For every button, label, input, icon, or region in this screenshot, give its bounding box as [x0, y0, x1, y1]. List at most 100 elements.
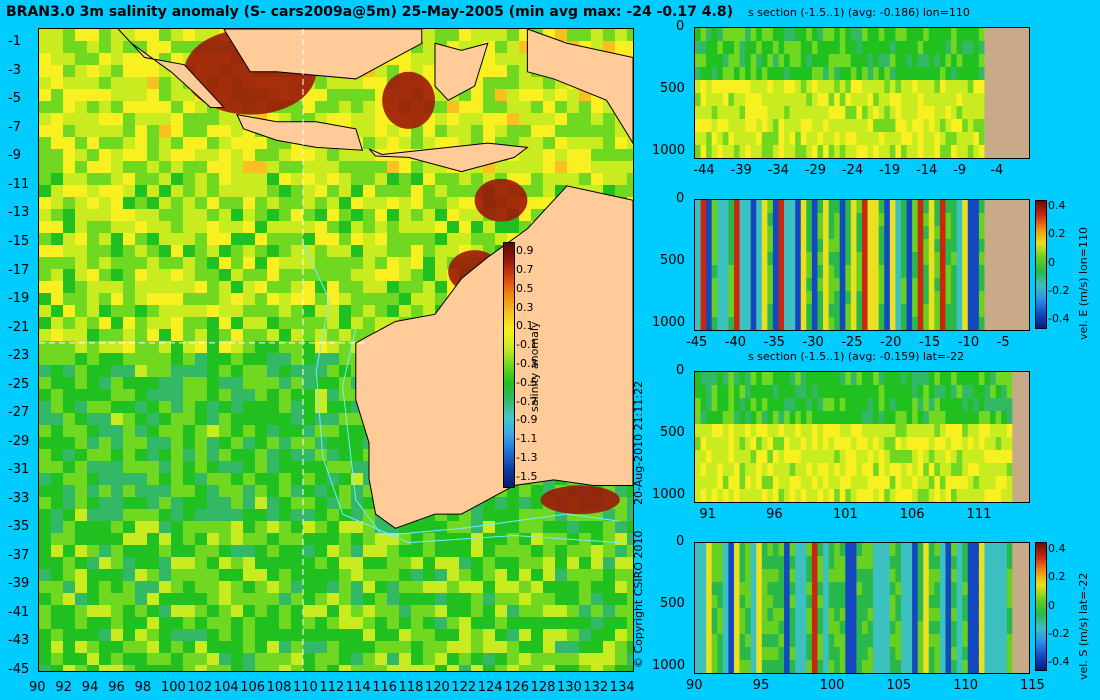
salinity-cell: [219, 197, 232, 210]
salinity-cell: [351, 641, 364, 654]
salinity-cell: [447, 185, 460, 198]
salinity-cell: [411, 245, 424, 258]
salinity-cell: [171, 617, 184, 630]
salinity-cell: [363, 641, 376, 654]
section-cell: [806, 385, 813, 399]
section-cell: [850, 621, 857, 635]
salinity-cell: [267, 617, 280, 630]
salinity-cell: [147, 257, 160, 270]
salinity-cell: [567, 629, 580, 642]
salinity-cell: [471, 581, 484, 594]
salinity-cell: [543, 185, 556, 198]
salinity-cell: [483, 653, 496, 666]
section-cell: [767, 106, 774, 120]
section-cell: [912, 278, 919, 292]
section-cell: [956, 372, 963, 386]
salinity-cell: [531, 185, 544, 198]
salinity-cell: [303, 593, 316, 606]
salinity-cell: [291, 221, 304, 234]
salinity-cell: [255, 269, 268, 282]
salinity-cell: [171, 377, 184, 390]
salinity-cell: [63, 413, 76, 426]
salinity-cell: [495, 77, 508, 90]
salinity-cell: [195, 545, 208, 558]
section-cell: [845, 489, 852, 502]
salinity-cell: [39, 89, 52, 102]
section-cell: [795, 569, 802, 583]
section-cell: [878, 106, 885, 120]
section-cell: [756, 252, 763, 266]
section-cell: [1001, 543, 1008, 557]
salinity-cell: [99, 221, 112, 234]
section-cell: [889, 556, 896, 570]
section-cell: [728, 489, 735, 502]
salinity-cell: [531, 629, 544, 642]
section-cell: [951, 385, 958, 399]
section-cell: [722, 398, 729, 412]
salinity-cell: [363, 221, 376, 234]
section-cell: [700, 608, 707, 622]
salinity-cell: [39, 485, 52, 498]
section-cell: [800, 145, 807, 158]
section-cell: [750, 317, 757, 330]
section-cell: [990, 476, 997, 490]
section-cell: [800, 252, 807, 266]
section-cell: [873, 411, 880, 425]
section-cell: [695, 54, 702, 68]
section-cell: [934, 489, 941, 502]
salinity-cell: [123, 185, 136, 198]
section-cell: [867, 41, 874, 55]
section-cell: [934, 411, 941, 425]
salinity-cell: [267, 365, 280, 378]
salinity-cell: [519, 629, 532, 642]
section-cell: [834, 608, 841, 622]
section-cell: [873, 424, 880, 438]
salinity-cell: [51, 605, 64, 618]
salinity-cell: [615, 521, 628, 534]
salinity-cell: [339, 185, 352, 198]
section-cell: [878, 239, 885, 253]
section-cell: [917, 54, 924, 68]
salinity-cell: [339, 605, 352, 618]
salinity-cell: [159, 29, 172, 42]
salinity-cell: [519, 149, 532, 162]
salinity-cell: [243, 593, 256, 606]
section-cell: [917, 424, 924, 438]
salinity-cell: [63, 509, 76, 522]
salinity-cell: [39, 29, 52, 42]
section-cell: [756, 398, 763, 412]
section-cell: [934, 239, 941, 253]
salinity-cell: [447, 101, 460, 114]
section-cell: [761, 476, 768, 490]
section-cell: [733, 80, 741, 94]
section-cell: [873, 437, 880, 451]
section-cell: [789, 595, 796, 609]
section-cell: [962, 239, 969, 253]
section-cell: [878, 411, 885, 425]
section-cell: [889, 145, 896, 158]
section-cell: [867, 385, 874, 399]
section-cell: [778, 252, 785, 266]
salinity-cell: [63, 557, 76, 570]
section-cell: [967, 67, 974, 81]
salinity-cell: [495, 161, 508, 174]
salinity-cell: [123, 221, 136, 234]
salinity-cell: [567, 521, 580, 534]
salinity-cell: [39, 617, 52, 630]
section-cell: [811, 569, 818, 583]
map-x-tick-label: 118: [398, 680, 424, 695]
section-cell: [750, 93, 757, 107]
salinity-cell: [471, 653, 484, 666]
salinity-cell: [495, 65, 508, 78]
section-cell: [895, 226, 902, 240]
salinity-cell: [399, 233, 412, 246]
salinity-cell: [159, 605, 172, 618]
salinity-cell: [399, 209, 412, 222]
section-cell: [711, 80, 718, 94]
section-cell: [784, 543, 791, 557]
section-cell: [839, 450, 846, 464]
section-cell: [895, 476, 902, 490]
section-cell: [928, 28, 935, 42]
salinity-cell: [375, 581, 388, 594]
section-cell: [845, 398, 852, 412]
